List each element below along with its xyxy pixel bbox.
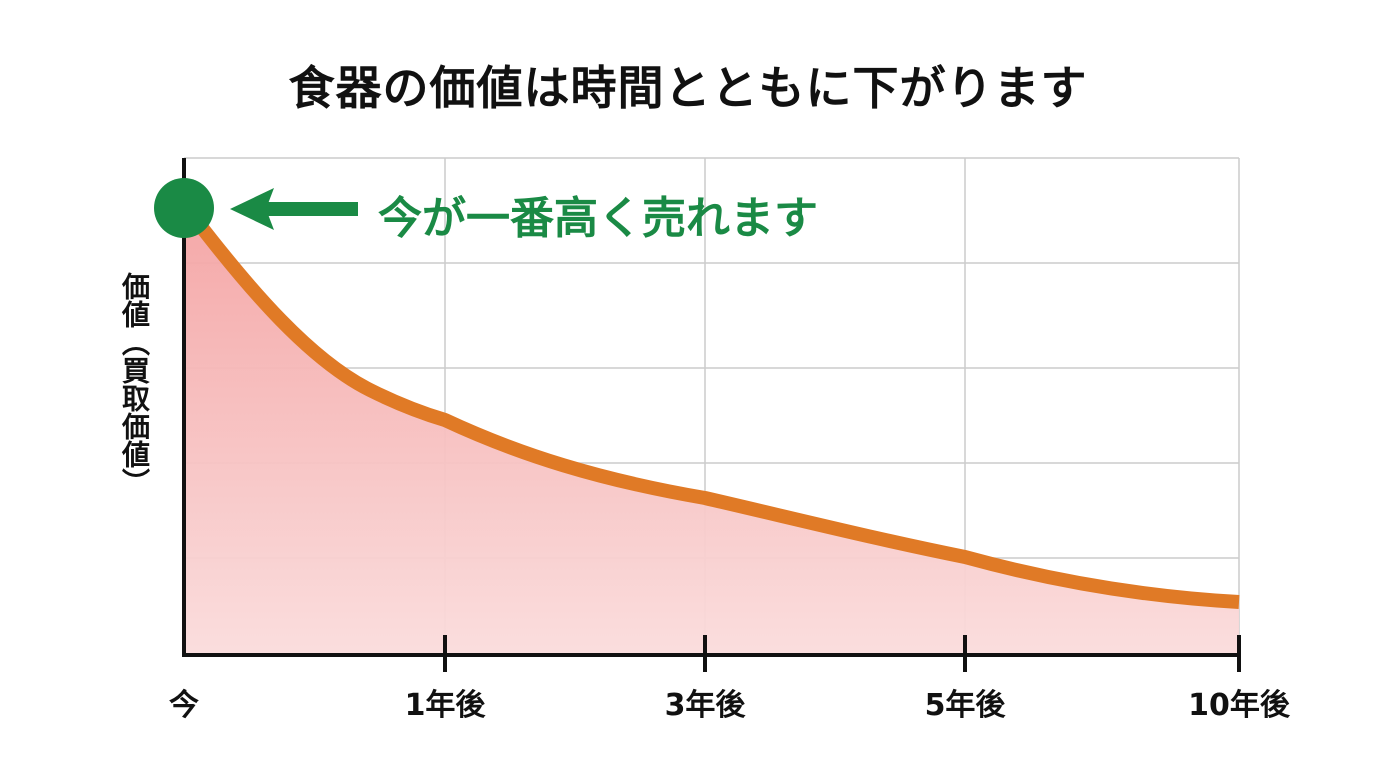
annotation-label: 今が一番高く売れます — [378, 193, 818, 244]
left-arrow-icon — [230, 188, 358, 230]
x-axis-ticks — [443, 635, 1241, 672]
x-tick-5-years: 5年後 — [924, 688, 1006, 723]
value-area-fill — [184, 208, 1239, 655]
y-axis-label: 価値（買取価値） — [118, 272, 151, 496]
chart-title: 食器の価値は時間とともに下がります — [288, 61, 1088, 115]
x-tick-10-years: 10年後 — [1188, 688, 1290, 723]
value-line — [190, 215, 1240, 609]
current-value-marker — [154, 178, 214, 238]
x-tick-now: 今 — [169, 688, 199, 723]
x-tick-1-year: 1年後 — [404, 688, 486, 723]
x-tick-3-years: 3年後 — [664, 688, 746, 723]
